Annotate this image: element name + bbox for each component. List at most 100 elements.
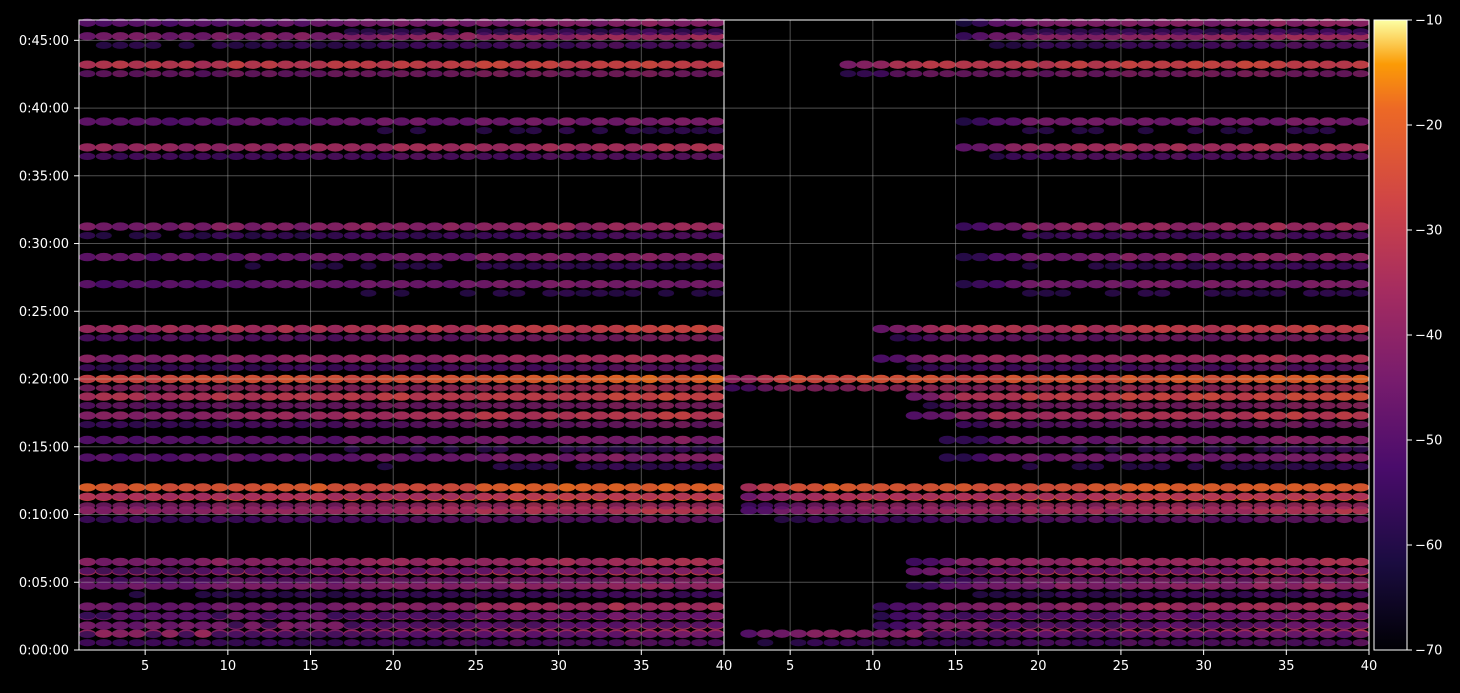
heatmap-cell: [161, 374, 179, 384]
heatmap-cell: [509, 364, 526, 372]
heatmap-cell: [144, 411, 162, 420]
heatmap-cell: [1253, 18, 1270, 27]
heatmap-cell: [426, 334, 443, 342]
heatmap-cell: [178, 364, 195, 372]
heatmap-cell: [128, 567, 145, 575]
heatmap-cell: [476, 127, 493, 135]
heatmap-cell: [492, 453, 510, 462]
heatmap-cell: [227, 222, 245, 231]
heatmap-cell: [244, 402, 261, 410]
heatmap-cell: [707, 576, 724, 585]
heatmap-cell: [1120, 324, 1138, 334]
heatmap-cell: [1071, 117, 1089, 126]
heatmap-cell: [889, 354, 907, 363]
heatmap-cell: [459, 252, 477, 262]
heatmap-cell: [393, 557, 410, 567]
heatmap-cell: [889, 629, 907, 638]
heatmap-cell: [178, 611, 195, 621]
heatmap-cell: [558, 445, 575, 453]
heatmap-cell: [459, 374, 477, 384]
heatmap-cell: [227, 435, 245, 445]
heatmap-cell: [592, 502, 608, 510]
heatmap-cell: [409, 60, 427, 69]
heatmap-cell: [508, 392, 526, 401]
heatmap-cell: [1335, 392, 1353, 401]
heatmap-cell: [575, 384, 592, 392]
heatmap-cell: [1286, 334, 1303, 342]
heatmap-cell: [922, 411, 940, 420]
heatmap-cell: [393, 152, 410, 160]
heatmap-cell: [1303, 334, 1320, 342]
heatmap-cell: [1087, 143, 1105, 152]
heatmap-cell: [1120, 392, 1138, 401]
heatmap-cell: [1088, 402, 1105, 410]
heatmap-cell: [1038, 453, 1055, 462]
heatmap-cell: [277, 581, 295, 590]
heatmap-cell: [1154, 631, 1171, 639]
heatmap-cell: [525, 354, 543, 363]
heatmap-cell: [260, 222, 278, 231]
x-tick-label: 20: [1030, 659, 1047, 674]
heatmap-cell: [277, 392, 295, 401]
heatmap-cell: [1352, 143, 1370, 152]
heatmap-cell: [211, 557, 229, 567]
heatmap-cell: [1038, 435, 1055, 445]
heatmap-cell: [509, 567, 526, 575]
heatmap-cell: [542, 232, 559, 240]
heatmap-cell: [542, 70, 559, 78]
heatmap-cell: [1088, 28, 1105, 36]
heatmap-cell: [840, 492, 856, 500]
heatmap-cell: [1253, 612, 1270, 620]
heatmap-cell: [1104, 334, 1121, 342]
heatmap-cell: [244, 222, 262, 231]
heatmap-cell: [442, 435, 460, 445]
heatmap-cell: [558, 612, 575, 620]
heatmap-cell: [211, 252, 229, 262]
heatmap-cell: [327, 421, 344, 429]
heatmap-cell: [1253, 402, 1270, 410]
heatmap-cell: [1087, 392, 1105, 401]
heatmap-cell: [1137, 576, 1154, 585]
heatmap-cell: [938, 581, 956, 590]
heatmap-cell: [376, 222, 394, 231]
heatmap-cell: [459, 384, 476, 392]
heatmap-cell: [1186, 602, 1204, 611]
heatmap-cell: [377, 567, 393, 575]
heatmap-cell: [971, 435, 989, 445]
heatmap-cell: [1203, 18, 1221, 27]
heatmap-cell: [128, 324, 146, 334]
heatmap-cell: [294, 515, 311, 524]
heatmap-cell: [1303, 41, 1320, 49]
heatmap-cell: [228, 41, 245, 49]
heatmap-cell: [293, 32, 311, 41]
heatmap-cell: [1270, 28, 1286, 36]
heatmap-cell: [1071, 421, 1088, 429]
heatmap-cell: [360, 70, 377, 78]
heatmap-cell: [939, 502, 956, 510]
heatmap-cell: [1186, 18, 1204, 27]
heatmap-cell: [261, 492, 278, 500]
heatmap-cell: [971, 411, 989, 420]
heatmap-cell: [1021, 222, 1039, 231]
heatmap-cell: [1087, 60, 1105, 69]
heatmap-cell: [1286, 463, 1303, 471]
heatmap-cell: [1236, 602, 1254, 611]
heatmap-cell: [1219, 392, 1237, 401]
heatmap-cell: [690, 222, 708, 231]
heatmap-cell: [178, 639, 195, 647]
heatmap-cell: [1004, 411, 1022, 420]
heatmap-cell: [1269, 18, 1287, 27]
heatmap-cell: [178, 18, 195, 27]
heatmap-cell: [1038, 289, 1055, 297]
heatmap-cell: [1071, 612, 1088, 620]
heatmap-cell: [1236, 392, 1254, 401]
heatmap-cell: [1270, 402, 1286, 410]
heatmap-cell: [674, 374, 692, 384]
heatmap-cell: [244, 421, 261, 429]
heatmap-cell: [1153, 222, 1171, 231]
heatmap-cell: [244, 354, 262, 363]
heatmap-cell: [1220, 152, 1237, 160]
heatmap-cell: [277, 502, 294, 510]
heatmap-cell: [1087, 18, 1105, 27]
heatmap-cell: [261, 152, 278, 160]
